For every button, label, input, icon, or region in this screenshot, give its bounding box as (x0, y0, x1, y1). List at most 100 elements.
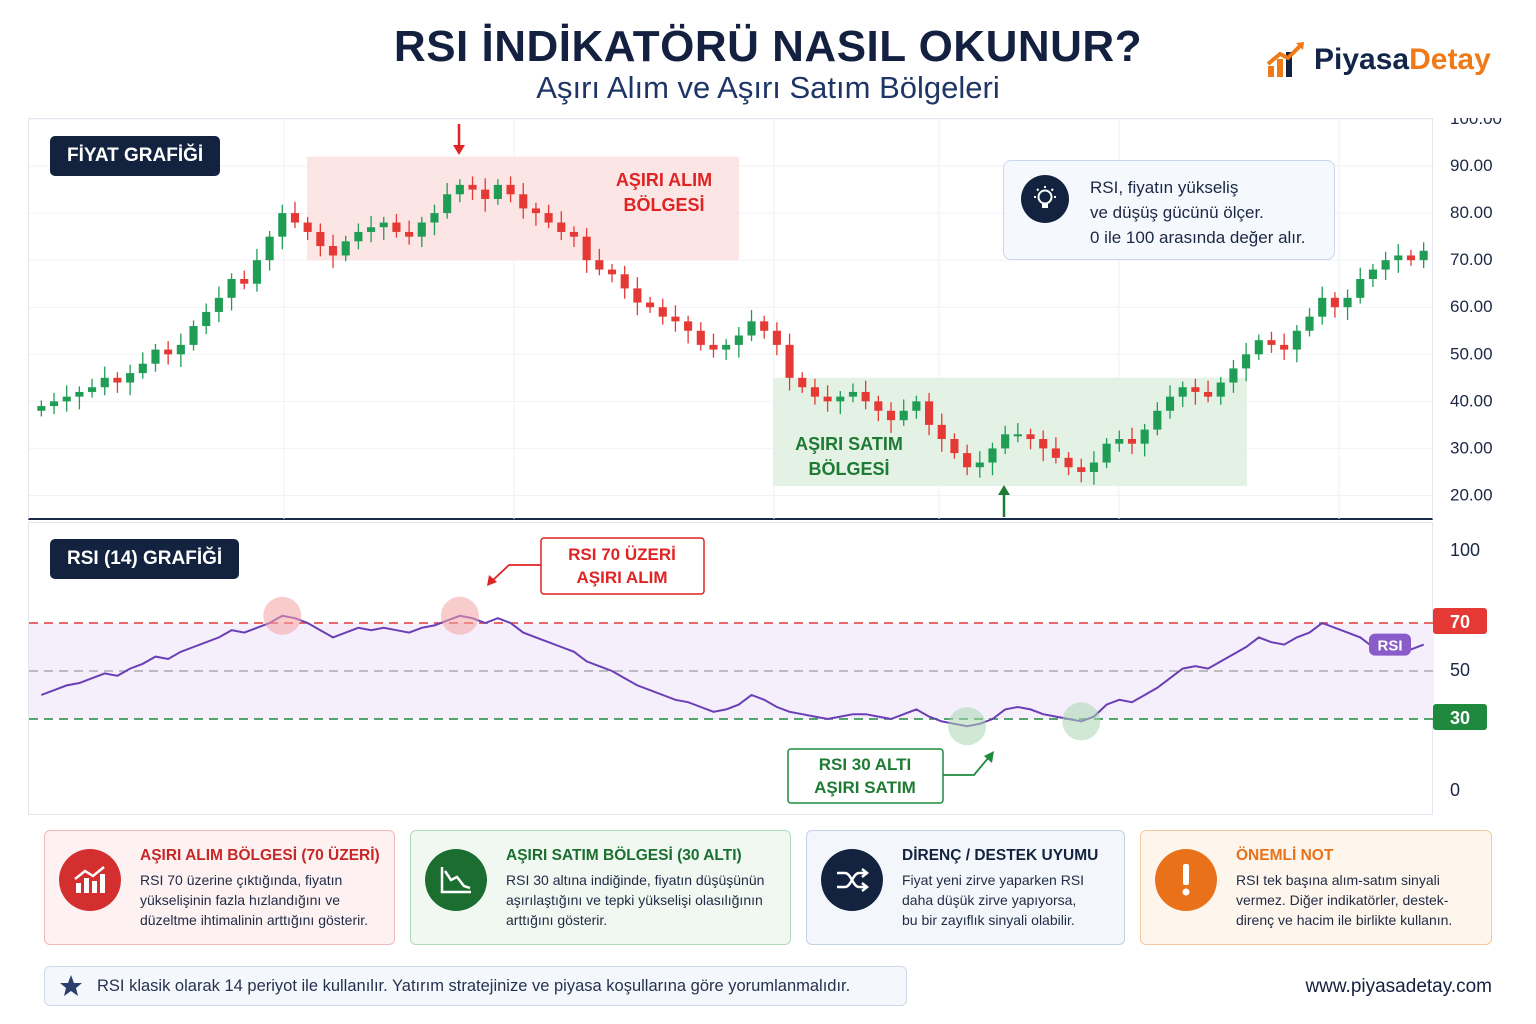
card-divergence: DİRENÇ / DESTEK UYUMU Fiyat yeni zirve y… (806, 830, 1125, 945)
card-divergence-text-2: daha düşük zirve yapıyorsa, (902, 892, 1077, 908)
candle-body (341, 241, 350, 256)
candle-body (1115, 439, 1124, 444)
candle-body (557, 222, 566, 232)
candle-body (646, 302, 655, 308)
candle-body (544, 213, 553, 223)
candle-body (75, 391, 84, 397)
chart-up-icon (59, 849, 121, 911)
rsi-extreme-highlight-0 (263, 596, 302, 635)
candle-body (278, 213, 287, 237)
badge-30 (1433, 704, 1487, 730)
candle-body (443, 194, 452, 214)
rsi-tick-label: 0 (1450, 780, 1460, 800)
candle-body (709, 344, 718, 350)
candle-body (772, 330, 781, 345)
overbought-callout-box (540, 537, 705, 595)
candle-body (202, 311, 211, 327)
footer-note: RSI klasik olarak 14 periyot ile kullanı… (44, 966, 907, 1006)
candle-body (49, 401, 59, 407)
candle-body (1216, 382, 1225, 397)
candle-body (164, 349, 173, 355)
oversold-callout-line-1: RSI 30 ALTI (819, 755, 912, 774)
candle-body (607, 269, 617, 275)
exclamation-icon (1155, 849, 1217, 911)
price-chart-tag: FİYAT GRAFİĞİ (50, 136, 221, 176)
candle-body (290, 213, 300, 223)
candle-body (1013, 434, 1022, 437)
candle-body (899, 410, 908, 421)
card-oversold-text-2: aşırılaştığını ve tepki yükselişi olasıl… (506, 892, 763, 908)
oversold-callout-arrow (943, 756, 990, 776)
rsi-chart-tag: RSI (14) GRAFİĞİ (50, 539, 240, 579)
candle-body (367, 227, 376, 232)
info-cards: AŞIRI ALIM BÖLGESİ (70 ÜZERİ) RSI 70 üze… (44, 830, 1492, 945)
price-tick-label: 80.00 (1450, 203, 1493, 222)
candle-body (1406, 255, 1416, 261)
candle-body (1280, 344, 1289, 350)
candle-body (658, 307, 667, 317)
candle-body (1368, 269, 1377, 279)
card-divergence-title: DİRENÇ / DESTEK UYUMU (902, 847, 1099, 864)
candle-body (836, 396, 845, 402)
candle-body (328, 246, 338, 256)
overbought-callout-arrow (491, 564, 541, 582)
candle-body (417, 222, 426, 237)
candle-body (62, 396, 71, 402)
candle-body (1394, 255, 1403, 261)
candle-body (925, 401, 934, 425)
rsi-line-label-bg (1369, 633, 1411, 656)
logo-text-part1: Piyasa (1314, 43, 1410, 76)
candle-body (620, 274, 629, 289)
candle-body (798, 377, 807, 388)
oversold-zone-label-1: AŞIRI SATIM (795, 434, 903, 454)
rsi-tick-label: 50 (1450, 660, 1470, 680)
candle-body (1039, 439, 1048, 449)
brand-logo: PiyasaDetay (1266, 40, 1491, 80)
candle-body (316, 231, 325, 247)
info-line-2: ve düşüş gücünü ölçer. (1090, 203, 1264, 222)
candle-body (531, 208, 540, 214)
candle-body (37, 406, 46, 411)
candle-body (1153, 410, 1162, 430)
candle-body (227, 279, 236, 298)
rsi-info-box: RSI, fiyatın yükseliş ve düşüş gücünü öl… (1003, 160, 1335, 260)
page-subtitle: Aşırı Alım ve Aşırı Satım Bölgeleri (536, 70, 1000, 105)
candle-body (1254, 340, 1263, 355)
card-divergence-text-3: bu bir zayıflık sinyali olabilir. (902, 912, 1075, 928)
logo-icon (1266, 42, 1304, 77)
candle-body (886, 410, 896, 421)
candle-body (1292, 330, 1301, 350)
badge-30-label: 30 (1450, 708, 1470, 728)
candle-body (1089, 462, 1098, 472)
candle-body (468, 184, 477, 190)
logo-text-part2: Detay (1409, 43, 1491, 76)
info-line-1: RSI, fiyatın yükseliş (1090, 178, 1239, 197)
candle-body (1102, 443, 1111, 463)
oversold-callout-box (787, 748, 944, 804)
candle-body (1305, 316, 1314, 331)
card-oversold-text-1: RSI 30 altına indiğinde, fiyatın düşüşün… (506, 872, 765, 888)
footer-note-text: RSI klasik olarak 14 periyot ile kullanı… (97, 976, 851, 995)
rsi-y-axis: 100 50 0 70 30 (1433, 540, 1487, 800)
candle-body (988, 448, 997, 463)
candle-body (633, 288, 642, 303)
candle-body (1178, 387, 1187, 397)
badge-70 (1433, 608, 1487, 634)
card-note-text-2: vermez. Diğer indikatörler, destek- (1236, 892, 1449, 908)
candle-body (1204, 391, 1213, 397)
candle-body (519, 194, 528, 209)
candle-body (1077, 467, 1086, 472)
shuffle-icon (821, 849, 883, 911)
candle-body (493, 184, 502, 199)
badge-70-label: 70 (1450, 612, 1470, 632)
candle-body (975, 462, 984, 468)
rsi-extreme-highlight-2 (948, 707, 987, 746)
candle-body (937, 424, 946, 439)
candle-body (455, 184, 464, 195)
rsi-extreme-highlight-1 (440, 596, 479, 635)
oversold-arrow-head (998, 485, 1010, 495)
price-chart: AŞIRI ALIM BÖLGESİ AŞIRI SATIM BÖLGESİ (29, 119, 1434, 519)
candle-body (582, 236, 591, 261)
candle-body (734, 335, 743, 345)
candle-body (392, 222, 401, 232)
